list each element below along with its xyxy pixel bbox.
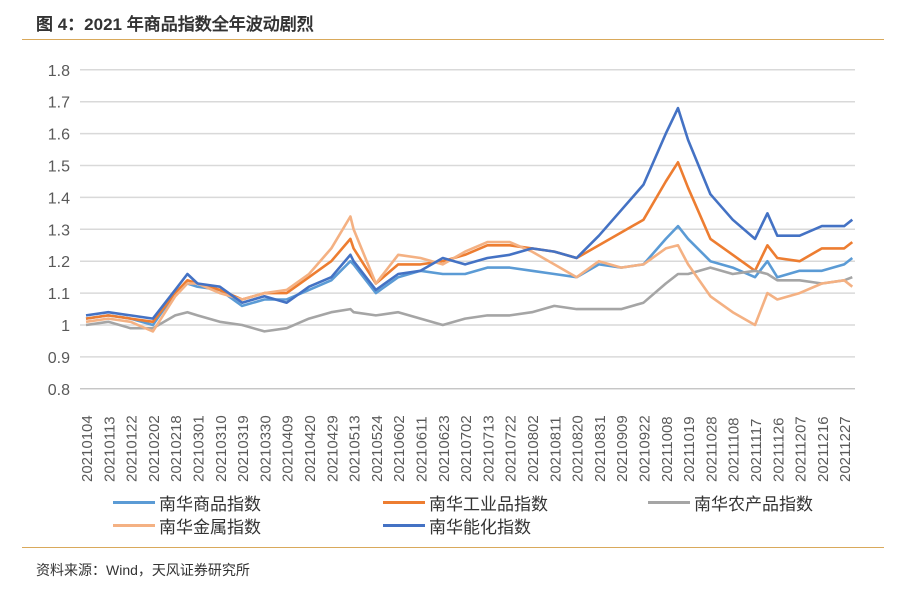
x-tick-label: 20210623 bbox=[436, 415, 453, 482]
series-line-4 bbox=[85, 106, 854, 320]
series-line-0 bbox=[85, 224, 854, 327]
y-tick-label: 1.1 bbox=[48, 286, 70, 303]
y-tick-label: 1.2 bbox=[48, 254, 70, 271]
legend-swatch bbox=[113, 524, 155, 527]
legend-swatch bbox=[113, 501, 155, 504]
legend-item-0: 南华商品指数 bbox=[113, 490, 261, 515]
chart-title: 图 4：2021 年商品指数全年波动剧烈 bbox=[36, 15, 314, 34]
series-line-2 bbox=[85, 266, 853, 333]
source-note: 资料来源：Wind，天风证券研究所 bbox=[36, 562, 250, 578]
x-tick-label: 20210702 bbox=[458, 415, 475, 482]
x-tick-label: 20211008 bbox=[659, 416, 676, 482]
x-tick-label: 20210802 bbox=[525, 415, 542, 482]
x-tick-label: 20211126 bbox=[770, 417, 787, 482]
title-divider bbox=[22, 39, 884, 40]
x-tick-label: 20210831 bbox=[592, 415, 609, 482]
legend-swatch bbox=[648, 501, 690, 504]
legend-label: 南华农产品指数 bbox=[694, 495, 813, 514]
y-tick-label: 1 bbox=[61, 318, 70, 335]
x-tick-label: 20210602 bbox=[391, 415, 408, 482]
x-tick-label: 20211019 bbox=[681, 416, 698, 482]
legend-item-1: 南华工业品指数 bbox=[383, 490, 548, 515]
x-tick-label: 20210104 bbox=[79, 415, 96, 482]
x-tick-label: 20210301 bbox=[191, 415, 208, 482]
legend-item-2: 南华农产品指数 bbox=[648, 490, 813, 515]
x-tick-label: 20210611 bbox=[414, 416, 431, 482]
y-tick-label: 1.5 bbox=[48, 159, 70, 176]
x-tick-label: 20210122 bbox=[124, 415, 141, 482]
y-tick-label: 1.4 bbox=[48, 190, 70, 207]
x-tick-label: 20210429 bbox=[324, 415, 341, 482]
legend-item-4: 南华能化指数 bbox=[383, 513, 531, 538]
legend-label: 南华商品指数 bbox=[159, 495, 261, 514]
legend-label: 南华金属指数 bbox=[159, 518, 261, 537]
y-tick-label: 1.8 bbox=[48, 63, 70, 80]
x-tick-label: 20210713 bbox=[480, 415, 497, 482]
x-tick-label: 20210811 bbox=[547, 416, 564, 482]
y-tick-label: 0.8 bbox=[48, 382, 70, 399]
y-tick-label: 1.7 bbox=[48, 95, 70, 112]
y-tick-label: 1.3 bbox=[48, 222, 70, 239]
x-tick-label: 20211216 bbox=[815, 416, 832, 482]
x-tick-label: 20211108 bbox=[726, 417, 743, 482]
x-tick-label: 20211227 bbox=[837, 416, 854, 482]
x-tick-label: 20210513 bbox=[347, 415, 364, 482]
footer-divider bbox=[22, 547, 884, 548]
y-tick-label: 1.6 bbox=[48, 127, 70, 144]
x-tick-label: 20210820 bbox=[570, 415, 587, 482]
x-tick-label: 20210722 bbox=[503, 415, 520, 482]
legend-item-3: 南华金属指数 bbox=[113, 513, 261, 538]
x-tick-label: 20210409 bbox=[280, 415, 297, 482]
x-tick-label: 20210922 bbox=[637, 415, 654, 482]
x-tick-label: 20210113 bbox=[101, 416, 118, 482]
x-tick-label: 20210319 bbox=[235, 415, 252, 482]
x-tick-label: 20210218 bbox=[168, 415, 185, 482]
x-tick-label: 20211117 bbox=[748, 419, 765, 482]
x-tick-label: 20211028 bbox=[703, 416, 720, 482]
x-tick-label: 20210202 bbox=[146, 415, 163, 482]
series-line-3 bbox=[85, 215, 854, 333]
legend-swatch bbox=[383, 524, 425, 527]
y-tick-label: 0.9 bbox=[48, 350, 70, 367]
x-tick-label: 20210909 bbox=[614, 415, 631, 482]
legend-label: 南华能化指数 bbox=[429, 518, 531, 537]
legend-swatch bbox=[383, 501, 425, 504]
x-tick-label: 20210420 bbox=[302, 415, 319, 482]
series-line-1 bbox=[85, 161, 854, 324]
x-tick-label: 20210524 bbox=[369, 415, 386, 482]
x-tick-label: 20210310 bbox=[213, 415, 230, 482]
x-tick-label: 20210330 bbox=[257, 415, 274, 482]
legend-label: 南华工业品指数 bbox=[429, 495, 548, 514]
x-tick-label: 20211207 bbox=[793, 416, 810, 482]
